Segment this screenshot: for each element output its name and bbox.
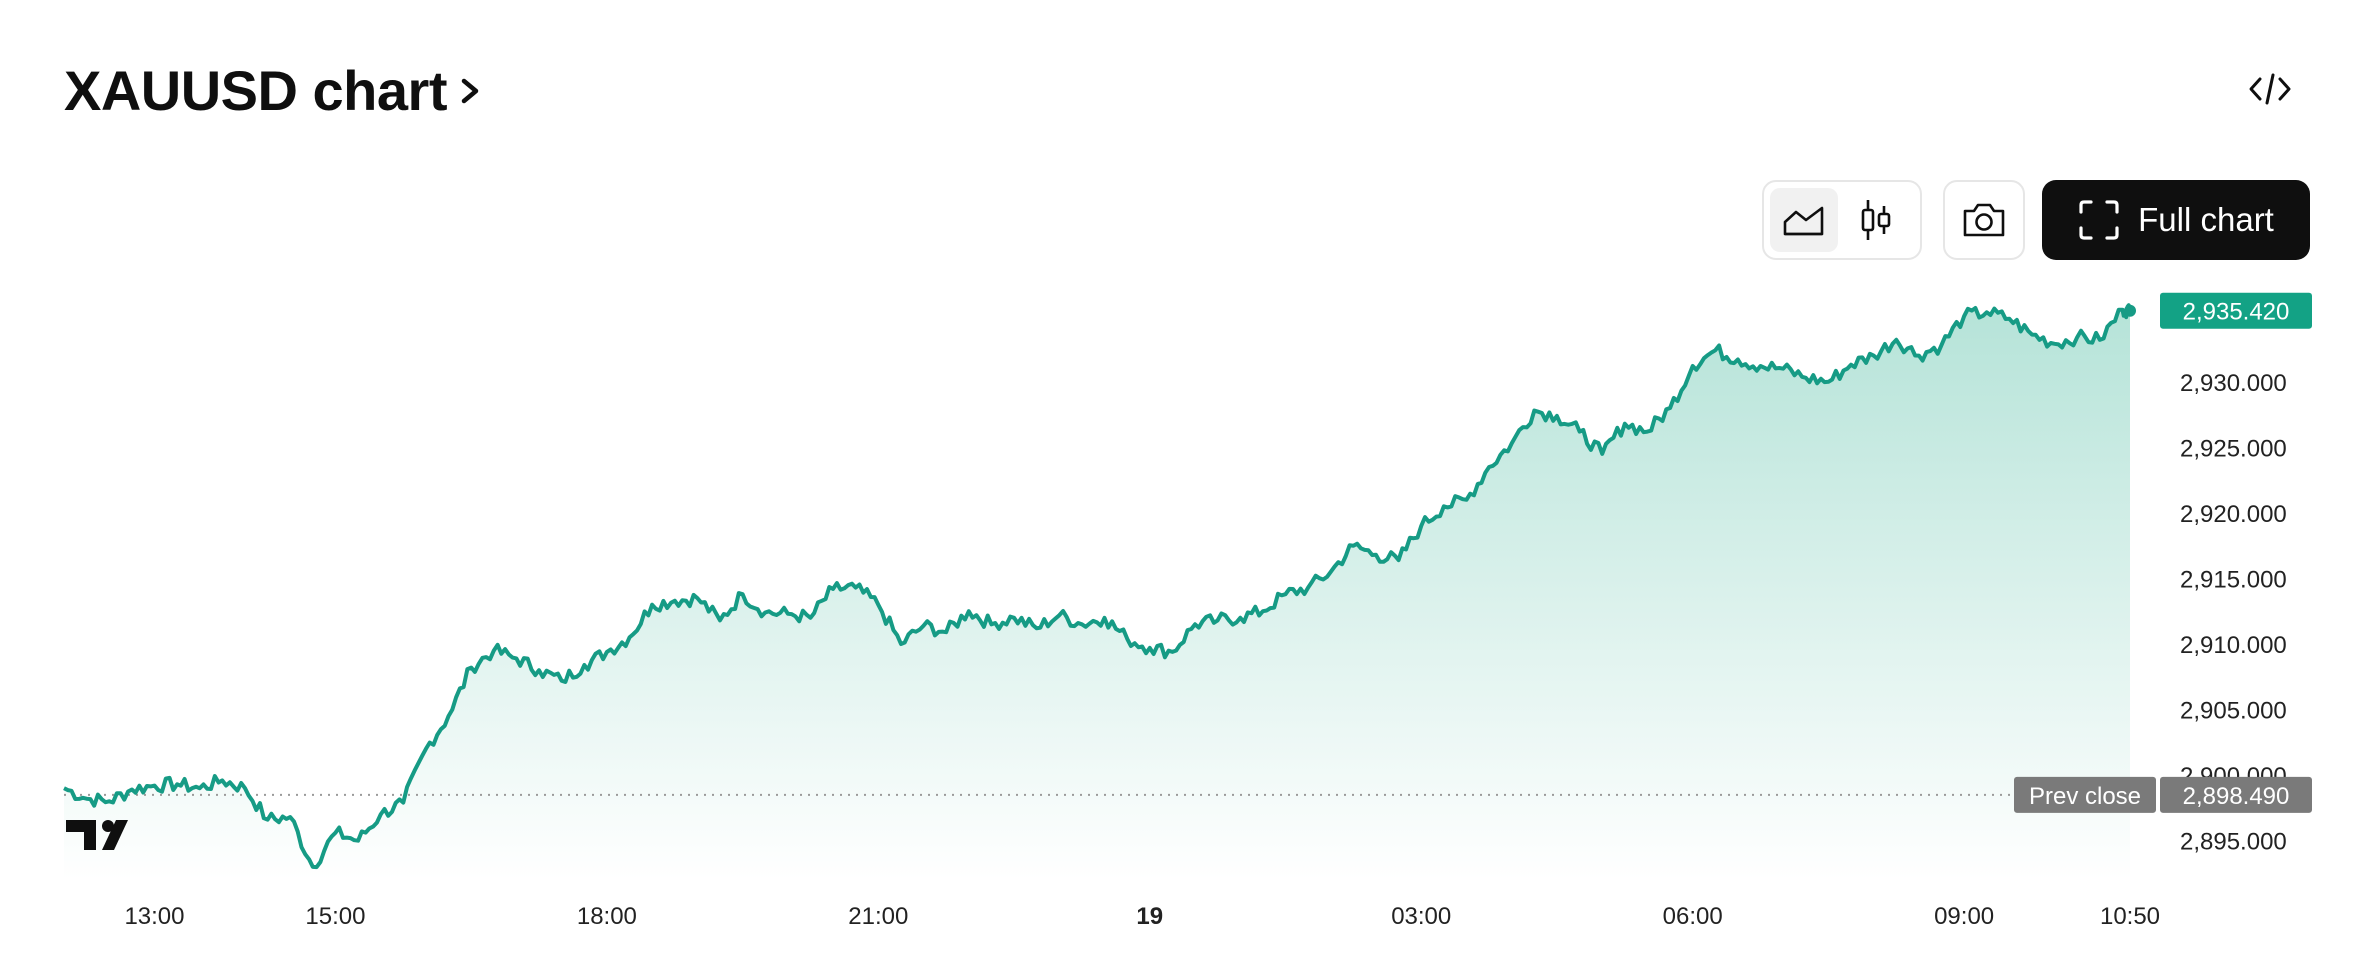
candlestick-icon [1861, 200, 1891, 240]
last-price-dot [2124, 304, 2136, 317]
x-tick-label: 21:00 [848, 903, 908, 930]
x-tick-label: 13:00 [124, 903, 184, 930]
snapshot-group [1943, 180, 2025, 260]
y-tick-label: 2,905.000 [2180, 698, 2287, 725]
candle-style-button[interactable] [1842, 188, 1910, 252]
code-icon [2249, 73, 2291, 105]
x-tick-label: 18:00 [577, 903, 637, 930]
x-tick-label: 06:00 [1663, 903, 1723, 930]
area-chart-icon [1783, 206, 1824, 236]
tradingview-logo [66, 820, 128, 850]
price-area-fill [64, 305, 2130, 880]
price-line [63, 303, 2132, 870]
fullscreen-icon [2079, 200, 2119, 240]
chart-style-toggle [1762, 180, 1922, 260]
y-tick-label: 2,895.000 [2180, 829, 2287, 856]
x-tick-label: 15:00 [305, 903, 365, 930]
prev-close-label-badge-text: Prev close [2029, 783, 2141, 810]
prev-close-label-badge: Prev close [2014, 776, 2156, 813]
camera-icon [1963, 203, 2005, 237]
y-tick-label: 2,930.000 [2180, 370, 2287, 397]
y-tick-label: 2,925.000 [2180, 435, 2287, 462]
y-tick-label: 2,910.000 [2180, 632, 2287, 659]
chart-title-link[interactable]: XAUUSD chart [64, 58, 485, 123]
full-chart-label: Full chart [2138, 201, 2274, 238]
y-tick-label: 2,915.000 [2180, 566, 2287, 593]
y-tick-label: 2,920.000 [2180, 501, 2287, 528]
page-title: XAUUSD chart [64, 59, 447, 122]
embed-code-button[interactable] [2240, 64, 2300, 114]
x-tick-label: 19 [1136, 903, 1163, 930]
last-price-badge-text: 2,935.420 [2183, 299, 2290, 326]
x-tick-label: 09:00 [1934, 903, 1994, 930]
area-style-button[interactable] [1770, 188, 1838, 252]
prev-close-price-badge-text: 2,898.490 [2183, 783, 2290, 810]
chevron-right-icon [461, 78, 479, 103]
prev-close-price-badge: 2,898.490 [2160, 776, 2312, 813]
full-chart-button[interactable]: Full chart [2042, 180, 2310, 260]
x-tick-label: 10:50 [2100, 903, 2160, 930]
x-tick-label: 03:00 [1391, 903, 1451, 930]
snapshot-button[interactable] [1945, 188, 2023, 252]
last-price-badge: 2,935.420 [2160, 292, 2312, 329]
